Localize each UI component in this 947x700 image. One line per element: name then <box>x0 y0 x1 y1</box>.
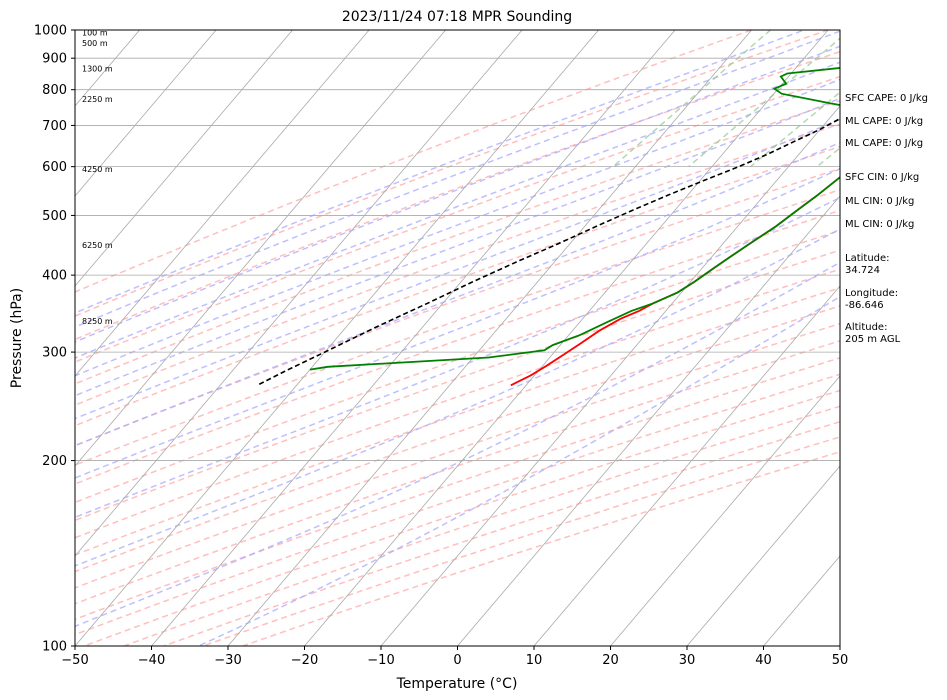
isotherm <box>686 465 840 646</box>
dry-adiabat <box>123 405 840 646</box>
parcel-path-line <box>258 117 840 386</box>
x-tick-label: 0 <box>453 653 461 668</box>
moist-adiabat <box>75 61 840 359</box>
sfc-cin-text: SFC CIN: 0 J/kg <box>845 172 920 183</box>
x-tick-label: −40 <box>138 653 165 668</box>
moist-adiabat <box>75 141 840 447</box>
chart-title: 2023/11/24 07:18 MPR Sounding <box>342 9 572 25</box>
y-tick-label: 1000 <box>34 24 67 39</box>
dry-adiabat <box>75 305 840 573</box>
longitude-text: Longitude: -86.646 <box>845 288 899 311</box>
isotherm <box>533 285 840 646</box>
x-tick-label: −20 <box>291 653 318 668</box>
moist-adiabat <box>75 45 840 343</box>
dry-adiabat <box>75 229 840 504</box>
ml-cin-text: ML CIN: 0 J/kg <box>845 196 915 207</box>
mixing-ratio-line <box>688 37 840 168</box>
dry-adiabat <box>75 340 840 605</box>
dry-adiabat <box>75 30 754 293</box>
dewpoint-line <box>309 67 840 371</box>
moist-adiabat <box>75 30 840 328</box>
x-tick-label: −30 <box>214 653 241 668</box>
dry-adiabat <box>75 287 840 556</box>
sounding-traces <box>258 67 840 387</box>
moist-adiabat <box>75 228 840 567</box>
y-tick-label: 300 <box>42 346 67 361</box>
isotherm <box>75 30 599 646</box>
height-label: 2250 m <box>82 95 113 104</box>
moist-adiabat <box>196 295 840 646</box>
isotherm <box>610 375 840 646</box>
x-tick-label: 30 <box>679 653 696 668</box>
dry-adiabat <box>75 167 840 447</box>
dry-adiabat <box>75 268 840 539</box>
height-label: 8250 m <box>82 317 113 326</box>
isotherm <box>75 30 370 377</box>
x-axis-label: Temperature (°C) <box>396 676 518 692</box>
x-tick-label: 50 <box>832 653 849 668</box>
mixing-ratio-line <box>750 91 840 168</box>
x-tick-label: −10 <box>367 653 394 668</box>
height-label: 500 m <box>82 39 108 48</box>
dry-adiabat <box>75 30 831 317</box>
height-label: 6250 m <box>82 241 113 250</box>
height-label: 1300 m <box>82 64 113 73</box>
dry-adiabat <box>75 209 840 485</box>
background-lines <box>75 30 840 646</box>
isotherm <box>380 105 840 646</box>
isotherm <box>151 30 676 646</box>
moist-adiabat <box>75 118 840 420</box>
moist-adiabat <box>75 78 840 377</box>
isotherm <box>227 30 752 646</box>
dry-adiabat <box>75 249 840 522</box>
dry-adiabat <box>75 373 840 636</box>
isotherm <box>75 30 523 557</box>
x-tick-label: −50 <box>61 653 88 668</box>
y-tick-label: 100 <box>42 640 67 655</box>
height-label: 100 m <box>82 29 108 38</box>
dry-adiabat <box>75 188 840 466</box>
y-tick-label: 700 <box>42 119 67 134</box>
moist-adiabat <box>75 196 840 519</box>
altitude-text: Altitude: 205 m AGL <box>845 322 901 345</box>
y-tick-label: 400 <box>42 269 67 284</box>
isotherm <box>75 30 446 467</box>
latitude-text: Latitude: 34.724 <box>845 253 890 276</box>
isotherm <box>75 30 217 197</box>
dry-adiabat <box>75 50 840 341</box>
dry-adiabat <box>75 99 840 385</box>
x-tick-label: 40 <box>755 653 772 668</box>
mixing-ratio-line <box>612 30 772 168</box>
isotherm <box>457 195 840 646</box>
dry-adiabat <box>75 123 840 406</box>
y-tick-label: 500 <box>42 209 67 224</box>
dry-adiabat <box>75 322 840 589</box>
dry-adiabat <box>163 420 840 646</box>
y-tick-label: 800 <box>42 83 67 98</box>
y-tick-label: 600 <box>42 160 67 175</box>
x-tick-label: 10 <box>526 653 543 668</box>
isotherm <box>75 30 293 287</box>
isotherm <box>304 30 829 646</box>
moist-adiabat <box>75 30 807 314</box>
axes: −50 −40 −30 −20 −10 0 10 20 30 40 50 100 200 300 400 50… <box>34 24 848 669</box>
dry-adiabat <box>75 145 840 427</box>
y-tick-label: 200 <box>42 454 67 469</box>
y-axis-label: Pressure (hPa) <box>9 288 25 388</box>
sfc-cape-text: SFC CAPE: 0 J/kg <box>845 93 928 104</box>
ml-cape-text-2: ML CAPE: 0 J/kg <box>845 138 924 149</box>
y-tick-label: 900 <box>42 52 67 67</box>
ml-cape-text: ML CAPE: 0 J/kg <box>845 116 924 127</box>
ml-cin-text-2: ML CIN: 0 J/kg <box>845 219 915 230</box>
height-label: 4250 m <box>82 165 113 174</box>
dry-adiabat <box>75 75 840 363</box>
moist-adiabat <box>75 167 840 479</box>
x-tick-label: 20 <box>602 653 619 668</box>
